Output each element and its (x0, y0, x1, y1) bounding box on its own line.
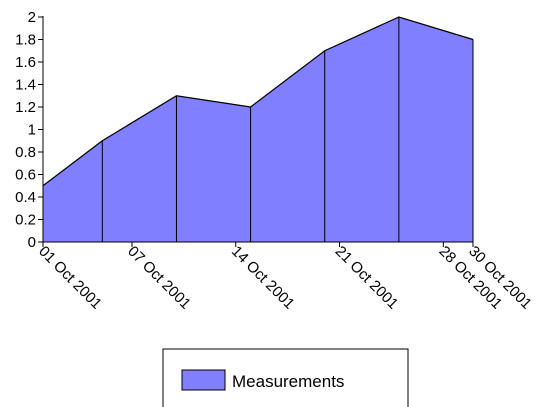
y-axis: 0 0.2 0.4 0.6 0.8 1 1.2 1.4 1.6 1.8 2 (15, 9, 44, 251)
x-tick-label: 01 Oct 2001 (35, 243, 105, 313)
y-tick-label: 0.4 (15, 189, 36, 206)
y-tick-label: 2 (28, 9, 36, 26)
x-tick-label: 14 Oct 2001 (228, 243, 298, 313)
plot-area (42, 16, 474, 242)
legend-swatch-measurements (181, 369, 226, 391)
series-line (42, 16, 474, 187)
y-tick-label: 0.6 (15, 167, 36, 184)
y-tick-label: 0 (28, 234, 36, 251)
x-tick-label: 07 Oct 2001 (124, 243, 194, 313)
y-tick-label: 1.4 (15, 77, 36, 94)
x-tick-label: 21 Oct 2001 (332, 243, 402, 313)
x-axis: 01 Oct 2001 07 Oct 2001 14 Oct 2001 21 Oct … (35, 241, 535, 313)
legend-label-measurements: Measurements (232, 372, 344, 391)
y-tick-label: 0.2 (15, 212, 36, 229)
y-tick-label: 0.8 (15, 144, 36, 161)
area-series-measurements (43, 17, 473, 242)
legend: Measurements (162, 348, 409, 407)
y-tick-label: 1.2 (15, 99, 36, 116)
y-tick-label: 1.8 (15, 32, 36, 49)
y-tick-label: 1.6 (15, 54, 36, 71)
y-tick-label: 1 (28, 122, 36, 139)
